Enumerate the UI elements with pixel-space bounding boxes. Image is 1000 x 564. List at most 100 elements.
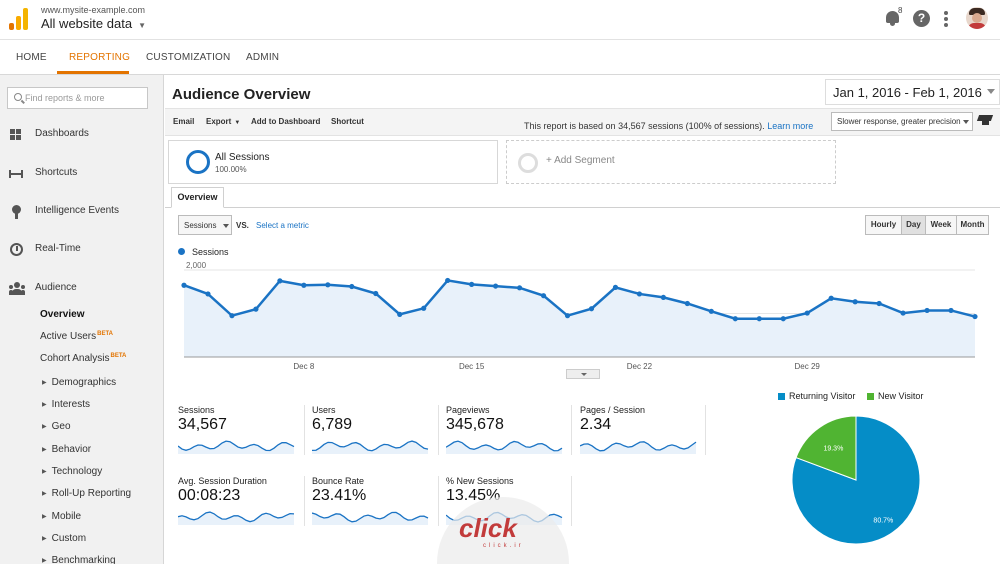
data-point[interactable] bbox=[229, 313, 235, 319]
pie-legend-new[interactable]: New Visitor bbox=[867, 391, 923, 401]
main-nav: HOME REPORTING CUSTOMIZATION ADMIN bbox=[0, 40, 1000, 75]
data-point[interactable] bbox=[732, 316, 738, 322]
data-point[interactable] bbox=[181, 282, 187, 288]
data-point[interactable] bbox=[445, 277, 451, 284]
tab-customization[interactable]: CUSTOMIZATION bbox=[146, 52, 231, 63]
sidebar-sub-overview[interactable]: Overview bbox=[40, 309, 84, 320]
sparkline-area bbox=[312, 512, 428, 525]
data-point[interactable] bbox=[660, 294, 666, 301]
metric-avg-session-duration[interactable]: Avg. Session Duration 00:08:23 bbox=[178, 476, 306, 532]
expand-triangle-icon: ▶ bbox=[42, 469, 47, 475]
more-vert-icon[interactable] bbox=[944, 9, 948, 29]
data-point[interactable] bbox=[564, 313, 571, 319]
sidebar-group-geo[interactable]: ▶ Geo bbox=[42, 421, 71, 432]
sidebar-item-audience[interactable]: Audience bbox=[0, 278, 164, 300]
data-point[interactable] bbox=[205, 291, 211, 297]
data-point[interactable] bbox=[756, 316, 762, 322]
sidebar-item-intelligence-events[interactable]: Intelligence Events bbox=[0, 201, 164, 223]
notifications-bell-icon[interactable]: 8 bbox=[884, 6, 904, 29]
chart-collapse-toggle[interactable] bbox=[566, 369, 600, 379]
sidebar-group-demographics[interactable]: ▶ Demographics bbox=[42, 377, 116, 388]
data-point[interactable] bbox=[588, 306, 595, 312]
sidebar-group-interests[interactable]: ▶ Interests bbox=[42, 399, 90, 410]
sidebar-item-real-time[interactable]: Real-Time bbox=[0, 239, 164, 261]
avatar[interactable] bbox=[966, 7, 988, 29]
granularity-day-button[interactable]: Day bbox=[901, 215, 926, 235]
data-point[interactable] bbox=[325, 282, 331, 288]
data-point[interactable] bbox=[972, 313, 978, 320]
sidebar-item-dashboards[interactable]: Dashboards bbox=[0, 124, 164, 146]
granularity-hourly-button[interactable]: Hourly bbox=[865, 215, 902, 235]
data-point[interactable] bbox=[780, 316, 786, 322]
pie-slice-new-visitor[interactable] bbox=[795, 415, 857, 481]
help-icon[interactable]: ? bbox=[913, 10, 930, 27]
metric-value: 2.34 bbox=[580, 416, 612, 433]
view-name: All website data bbox=[41, 16, 133, 31]
tab-admin[interactable]: ADMIN bbox=[246, 52, 280, 63]
learn-more-link[interactable]: Learn more bbox=[767, 121, 814, 131]
tab-overview[interactable]: Overview bbox=[171, 187, 224, 208]
data-point[interactable] bbox=[636, 291, 643, 297]
data-point[interactable] bbox=[540, 293, 547, 299]
data-point[interactable] bbox=[349, 283, 355, 290]
data-point[interactable] bbox=[924, 307, 930, 314]
data-point[interactable] bbox=[469, 281, 475, 287]
data-point[interactable] bbox=[684, 300, 690, 307]
metric-select[interactable]: Sessions bbox=[178, 215, 232, 235]
add-segment-button[interactable]: + Add Segment bbox=[506, 140, 836, 184]
select-metric-link[interactable]: Select a metric bbox=[256, 221, 309, 230]
data-point[interactable] bbox=[301, 282, 307, 288]
data-point[interactable] bbox=[397, 311, 403, 317]
date-range-picker[interactable]: Jan 1, 2016 - Feb 1, 2016 bbox=[825, 79, 1000, 105]
precision-select[interactable]: Slower response, greater precision bbox=[831, 112, 973, 131]
export-button[interactable]: Export ▼ bbox=[206, 117, 240, 126]
data-point[interactable] bbox=[421, 305, 427, 311]
granularity-month-button[interactable]: Month bbox=[956, 215, 989, 235]
sidebar-group-technology[interactable]: ▶ Technology bbox=[42, 466, 102, 477]
pie-legend-returning[interactable]: Returning Visitor bbox=[778, 391, 855, 401]
sidebar-item-shortcuts[interactable]: Shortcuts bbox=[0, 163, 164, 185]
email-button[interactable]: Email bbox=[173, 117, 195, 126]
add-to-dashboard-button[interactable]: Add to Dashboard bbox=[251, 117, 321, 126]
metric-sparkline bbox=[580, 441, 697, 454]
data-point[interactable] bbox=[516, 285, 523, 291]
sidebar-group-mobile[interactable]: ▶ Mobile bbox=[42, 511, 81, 522]
tab-home[interactable]: HOME bbox=[16, 52, 47, 63]
data-point[interactable] bbox=[804, 310, 810, 316]
segment-all-sessions[interactable]: All Sessions 100.00% bbox=[168, 140, 498, 184]
tab-reporting[interactable]: REPORTING bbox=[69, 52, 131, 63]
metric-pages-per-session[interactable]: Pages / Session 2.34 bbox=[580, 405, 708, 461]
sidebar-sub-cohort-analysis[interactable]: Cohort AnalysisBETA bbox=[40, 353, 126, 364]
data-point[interactable] bbox=[948, 307, 954, 314]
search-input[interactable] bbox=[25, 90, 145, 106]
sidebar-group-custom[interactable]: ▶ Custom bbox=[42, 533, 86, 544]
sidebar-group-benchmarking[interactable]: ▶ Benchmarking bbox=[42, 555, 116, 564]
sidebar-group-behavior[interactable]: ▶ Behavior bbox=[42, 444, 91, 455]
data-point[interactable] bbox=[493, 283, 499, 289]
series-legend-label[interactable]: Sessions bbox=[192, 247, 229, 257]
data-point[interactable] bbox=[253, 306, 259, 312]
sidebar-group-roll-up-reporting[interactable]: ▶ Roll-Up Reporting bbox=[42, 488, 131, 499]
metric-pageviews[interactable]: Pageviews 345,678 bbox=[446, 405, 574, 461]
analytics-logo-icon[interactable] bbox=[9, 8, 29, 30]
search-box[interactable] bbox=[7, 87, 148, 109]
data-point[interactable] bbox=[708, 308, 714, 314]
view-selector[interactable]: All website data ▼ bbox=[41, 16, 146, 31]
shortcut-button[interactable]: Shortcut bbox=[331, 117, 364, 126]
granularity-week-button[interactable]: Week bbox=[925, 215, 957, 235]
data-point[interactable] bbox=[828, 295, 834, 301]
data-point[interactable] bbox=[852, 299, 858, 305]
sparkline-area bbox=[580, 441, 696, 454]
data-point[interactable] bbox=[900, 310, 906, 316]
metric-sessions[interactable]: Sessions 34,567 bbox=[178, 405, 306, 461]
graduation-cap-icon[interactable] bbox=[976, 115, 994, 127]
data-point[interactable] bbox=[876, 300, 882, 307]
metric-bounce-rate[interactable]: Bounce Rate 23.41% bbox=[312, 476, 440, 532]
data-point[interactable] bbox=[277, 278, 283, 284]
data-point[interactable] bbox=[612, 284, 619, 290]
sidebar-sub-active-users[interactable]: Active UsersBETA bbox=[40, 331, 113, 342]
metric-value: 34,567 bbox=[178, 416, 227, 433]
export-label: Export bbox=[206, 117, 232, 126]
data-point[interactable] bbox=[373, 290, 379, 297]
metric-users[interactable]: Users 6,789 bbox=[312, 405, 440, 461]
